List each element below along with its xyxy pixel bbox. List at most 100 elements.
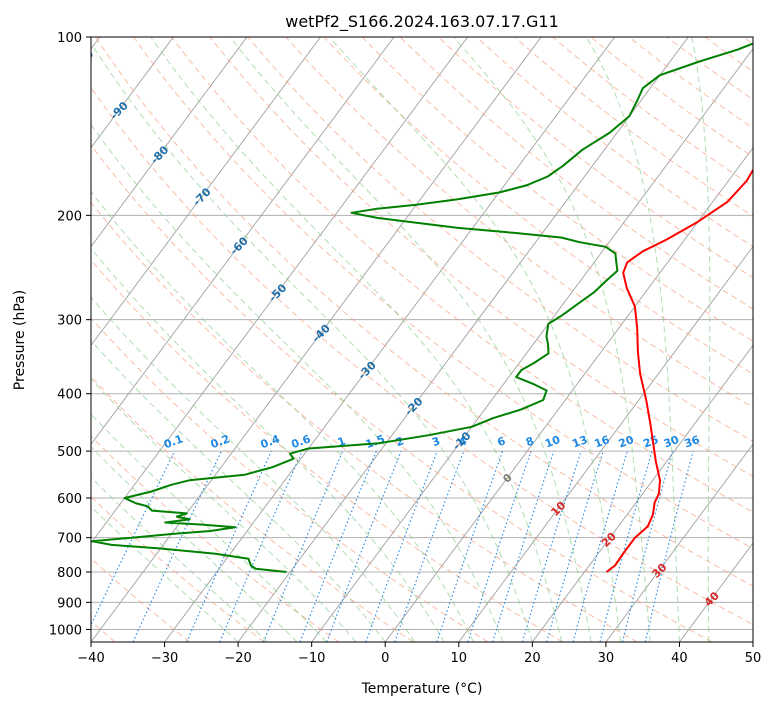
mixing-ratio-label: 2 — [394, 434, 406, 449]
mixing-ratio-label: 20 — [617, 433, 636, 451]
x-axis: −40 −30 −20 −10 0 10 20 30 40 50 — [77, 642, 761, 666]
isotherm-line — [91, 37, 248, 248]
dry-adiabat-line — [552, 37, 753, 187]
dry-adiabat-line — [247, 37, 753, 443]
mixing-ratio-label: 4 — [457, 434, 469, 449]
x-tick-label: −30 — [151, 651, 178, 666]
y-tick-label: 900 — [57, 596, 82, 611]
plot-frame — [90, 36, 754, 643]
isotherm-line — [605, 443, 753, 642]
x-tick-label: −10 — [298, 651, 325, 666]
moist-adiabat-line — [91, 190, 474, 642]
mixing-ratio-label: 30 — [662, 433, 681, 451]
dry-adiabat-line — [476, 37, 753, 248]
x-tick-label: 40 — [671, 651, 688, 666]
mixing-ratio-label: 8 — [524, 434, 536, 449]
moist-adiabat-line — [91, 413, 327, 642]
x-tick-label: 30 — [598, 651, 615, 666]
dry-adiabat-line — [91, 201, 638, 642]
dry-adiabat-line — [438, 37, 753, 279]
x-tick-label: 10 — [451, 651, 468, 666]
chart-title: wetPf2_S166.2024.163.07.17.G11 — [285, 12, 559, 32]
mixing-ratio-label: 0.2 — [209, 432, 232, 451]
y-tick-label: 400 — [57, 388, 82, 403]
x-tick-label: −20 — [224, 651, 251, 666]
isotherm-line — [91, 37, 395, 446]
y-tick-label: 200 — [57, 209, 82, 224]
isotherm-line — [384, 146, 753, 642]
moist-adiabat-line — [91, 476, 268, 642]
dry-adiabat-line — [171, 37, 753, 513]
y-axis: 100 200 300 400 500 600 700 800 900 1000 — [49, 31, 91, 638]
dry-adiabat-line — [91, 259, 563, 642]
mixing-ratio-line — [299, 450, 377, 642]
mixing-ratio-line — [436, 450, 504, 642]
moist-adiabat-line — [691, 37, 711, 642]
dry-adiabat-line — [514, 37, 753, 217]
moist-adiabat-line — [91, 446, 298, 642]
moist-adiabat-line — [91, 378, 357, 642]
y-tick-label: 800 — [57, 566, 82, 581]
dry-adiabat-line — [323, 37, 753, 375]
sounding-profiles — [91, 42, 753, 573]
dry-adiabat-line — [91, 317, 489, 642]
mixing-ratio-line — [365, 450, 438, 642]
moist-adiabat-line — [91, 505, 239, 642]
mixing-ratio-label: 25 — [641, 433, 660, 450]
mixing-ratio-line — [546, 450, 604, 642]
mixing-ratio-line — [467, 450, 532, 642]
mixing-ratio-label: 36 — [683, 433, 702, 451]
x-tick-label: 50 — [745, 651, 762, 666]
mixing-ratio-label: 1 — [336, 434, 348, 449]
moist-adiabat-line — [91, 123, 504, 642]
dry-adiabat-line — [91, 376, 414, 642]
x-tick-label: 20 — [524, 651, 541, 666]
mixing-ratio-line — [599, 450, 653, 642]
mixing-ratio-line — [394, 450, 465, 642]
dewpoint-profile — [91, 42, 753, 573]
moist-adiabat-line — [453, 37, 651, 642]
y-tick-label: 600 — [57, 492, 82, 507]
y-axis-title: Pressure (hPa) — [12, 290, 28, 390]
mixing-ratio-line — [521, 450, 582, 642]
moist-adiabat-line — [150, 37, 563, 642]
mixing-ratio-label: 0.4 — [259, 432, 282, 451]
mixing-ratio-label: 10 — [543, 433, 562, 451]
mixing-ratio-line — [219, 450, 303, 642]
y-tick-label: 700 — [57, 532, 82, 547]
dry-adiabat-line — [91, 86, 753, 626]
dry-adiabat-line — [91, 495, 265, 642]
temperature-profile — [605, 168, 753, 573]
isotherm-line — [91, 37, 174, 149]
mixing-ratio-label: 1.5 — [364, 432, 387, 451]
x-axis-title: Temperature (°C) — [361, 681, 483, 697]
mixing-ratio-line — [492, 450, 555, 642]
background-lines — [91, 37, 753, 642]
y-tick-label: 300 — [57, 314, 82, 329]
isotherm-line — [91, 37, 321, 347]
moist-adiabat-line — [91, 247, 445, 642]
dry-adiabat-line — [361, 37, 753, 342]
dry-adiabat-line — [95, 37, 753, 587]
isotherm-line — [311, 48, 753, 642]
mixing-ratio-line — [572, 450, 628, 642]
y-tick-label: 100 — [57, 31, 82, 46]
isotherm-line — [164, 37, 616, 642]
mixing-ratio-line — [186, 450, 272, 642]
x-tick-label: −40 — [77, 651, 104, 666]
moist-adiabat-line — [329, 37, 622, 642]
moist-adiabat-line — [229, 37, 592, 642]
moist-adiabat-line — [585, 37, 680, 642]
dry-adiabat-line — [133, 37, 753, 550]
mixing-ratio-line — [644, 450, 694, 642]
mixing-ratio-line — [326, 450, 402, 642]
isotherm-line — [458, 245, 753, 642]
x-tick-label: 0 — [381, 651, 389, 666]
mixing-ratio-label: 0.1 — [162, 432, 185, 451]
mixing-ratio-label: 3 — [430, 434, 442, 449]
isotherm-line — [237, 37, 689, 642]
moist-adiabat-line — [91, 42, 533, 642]
moist-adiabat-line — [91, 339, 386, 642]
y-tick-label: 1000 — [49, 623, 82, 638]
